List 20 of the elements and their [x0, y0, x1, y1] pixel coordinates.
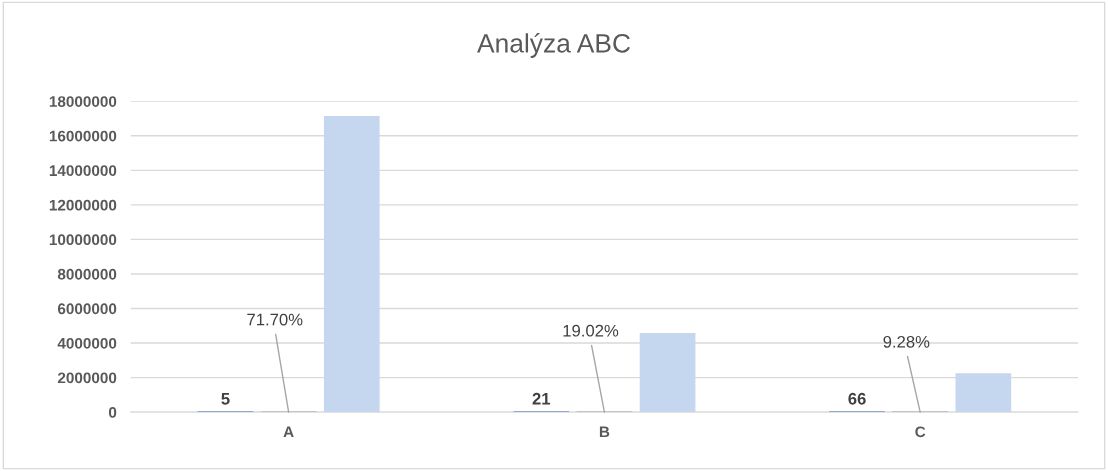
y-tick-label: 18000000 — [49, 96, 117, 107]
data-label: 9.28% — [883, 335, 930, 348]
y-tick-label: 16000000 — [49, 130, 117, 142]
x-tick-label: C — [915, 426, 926, 438]
data-label: 21 — [532, 392, 551, 405]
data-label: 71.70% — [247, 313, 303, 326]
chart-title: Analýza ABC — [477, 32, 631, 58]
y-tick-label: 8000000 — [57, 268, 117, 280]
y-tick-label: 2000000 — [57, 372, 117, 384]
x-tick-label: B — [599, 426, 610, 438]
y-tick-label: 14000000 — [49, 165, 117, 177]
data-label: 19.02% — [563, 324, 619, 337]
y-tick-label: 0 — [108, 406, 117, 418]
y-tick-label: 6000000 — [57, 303, 117, 315]
x-tick-label: A — [283, 426, 294, 438]
data-label: 66 — [848, 392, 866, 405]
y-tick-label: 10000000 — [49, 234, 117, 246]
data-label: 5 — [221, 393, 230, 405]
y-tick-label: 12000000 — [49, 199, 117, 211]
y-tick-label: 4000000 — [57, 337, 117, 349]
